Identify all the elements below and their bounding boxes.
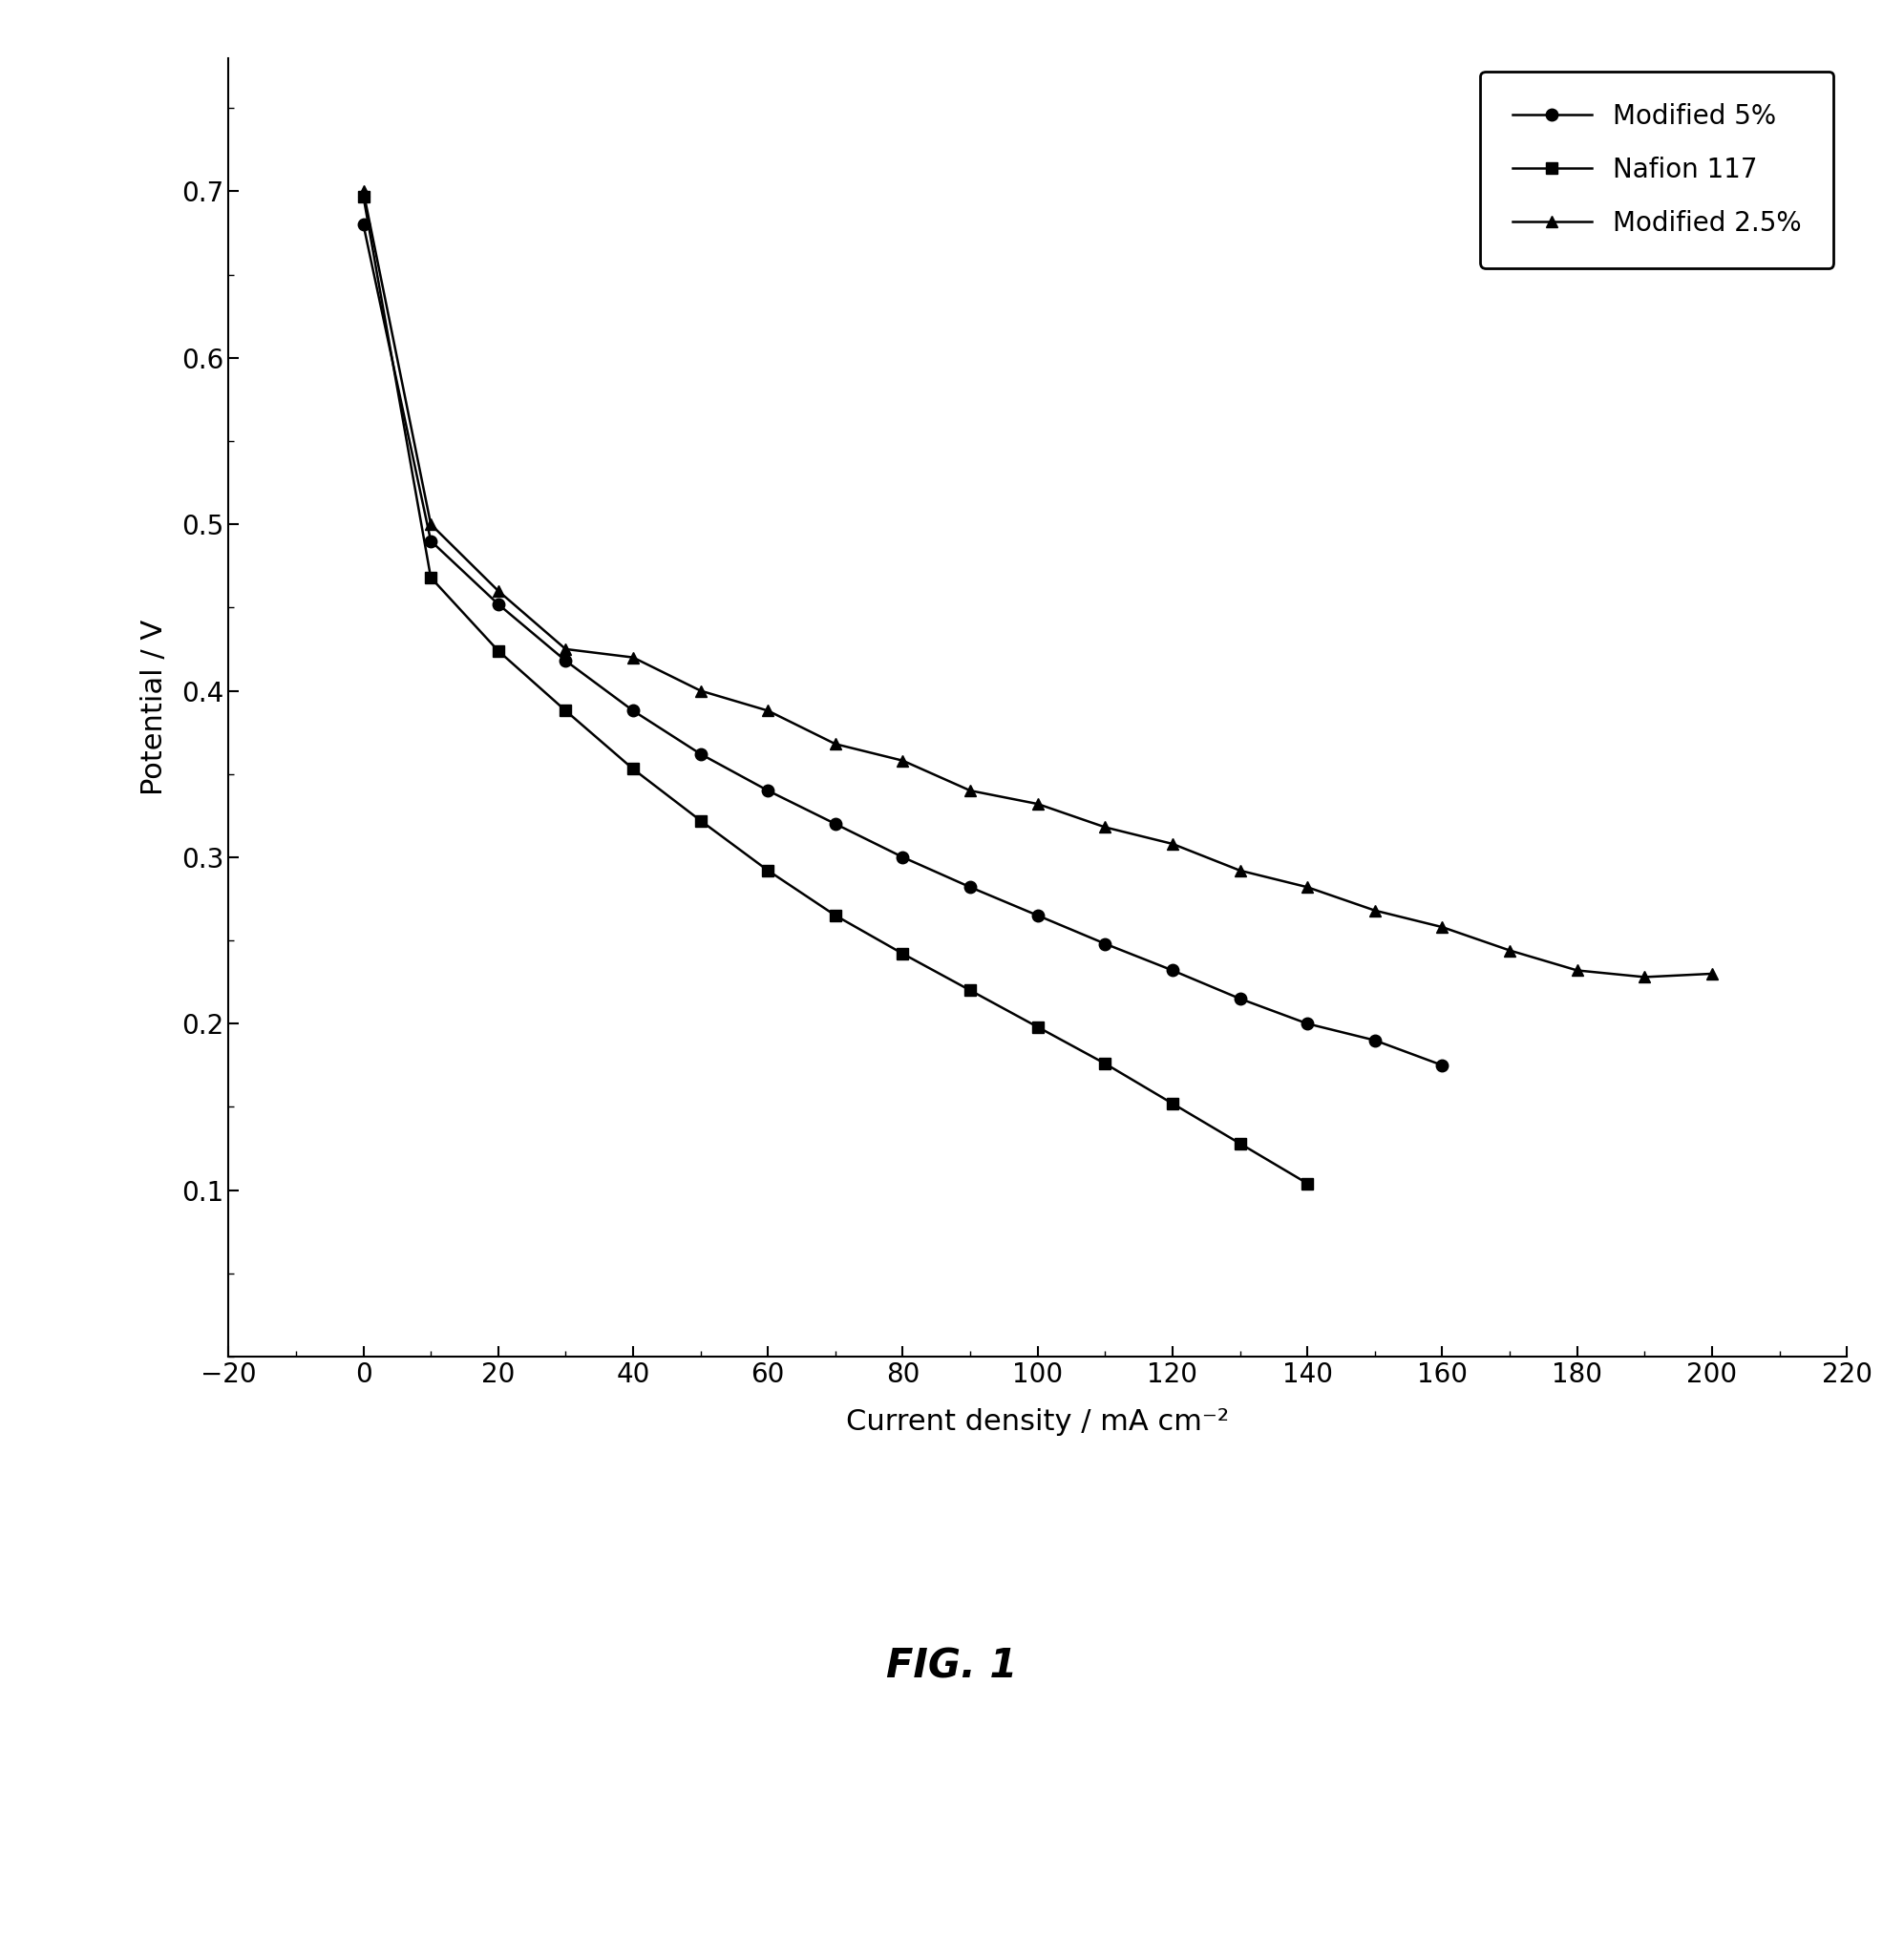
Line: Nafion 117: Nafion 117	[358, 190, 1314, 1190]
Modified 2.5%	[1297, 876, 1319, 899]
Nafion 117	[891, 942, 914, 965]
Line: Modified 2.5%: Modified 2.5%	[358, 186, 1717, 983]
Modified 5%	[689, 742, 712, 766]
Nafion 117	[1228, 1132, 1251, 1155]
Legend: Modified 5%, Nafion 117, Modified 2.5%: Modified 5%, Nafion 117, Modified 2.5%	[1481, 72, 1834, 267]
Nafion 117	[554, 700, 577, 723]
Line: Modified 5%: Modified 5%	[358, 219, 1449, 1072]
Modified 5%	[1228, 986, 1251, 1010]
Text: FIG. 1: FIG. 1	[887, 1647, 1017, 1686]
Nafion 117	[1093, 1052, 1116, 1076]
Nafion 117	[487, 640, 510, 663]
Modified 2.5%	[824, 733, 847, 756]
Modified 2.5%	[419, 514, 442, 537]
Modified 5%	[1297, 1012, 1319, 1035]
Modified 2.5%	[1093, 816, 1116, 839]
Modified 2.5%	[1432, 915, 1455, 938]
Modified 5%	[1026, 903, 1049, 926]
Modified 5%	[1093, 932, 1116, 955]
Y-axis label: Potential / V: Potential / V	[141, 620, 168, 795]
Modified 5%	[1432, 1054, 1455, 1078]
Modified 2.5%	[554, 638, 577, 661]
Modified 5%	[554, 649, 577, 672]
Modified 2.5%	[1026, 793, 1049, 816]
Modified 2.5%	[621, 645, 644, 669]
Nafion 117	[352, 184, 375, 207]
Modified 5%	[1363, 1029, 1386, 1052]
X-axis label: Current density / mA cm⁻²: Current density / mA cm⁻²	[845, 1407, 1230, 1436]
Modified 2.5%	[1565, 959, 1588, 983]
Modified 2.5%	[891, 748, 914, 771]
Modified 5%	[419, 529, 442, 552]
Modified 2.5%	[1161, 831, 1184, 855]
Modified 2.5%	[689, 678, 712, 702]
Modified 5%	[960, 876, 982, 899]
Modified 2.5%	[352, 180, 375, 203]
Modified 2.5%	[1634, 965, 1656, 988]
Modified 5%	[824, 812, 847, 835]
Nafion 117	[1026, 1016, 1049, 1039]
Nafion 117	[1297, 1172, 1319, 1196]
Nafion 117	[689, 808, 712, 831]
Modified 2.5%	[960, 779, 982, 802]
Modified 2.5%	[1498, 938, 1521, 961]
Modified 2.5%	[1700, 961, 1723, 985]
Modified 5%	[891, 845, 914, 868]
Modified 5%	[621, 700, 644, 723]
Nafion 117	[621, 758, 644, 781]
Modified 2.5%	[1363, 899, 1386, 922]
Nafion 117	[960, 979, 982, 1002]
Modified 2.5%	[756, 700, 779, 723]
Modified 5%	[352, 213, 375, 236]
Modified 2.5%	[1228, 859, 1251, 882]
Nafion 117	[824, 903, 847, 926]
Nafion 117	[1161, 1091, 1184, 1114]
Modified 5%	[487, 593, 510, 616]
Nafion 117	[756, 859, 779, 882]
Modified 5%	[1161, 959, 1184, 983]
Modified 2.5%	[487, 579, 510, 603]
Nafion 117	[419, 566, 442, 589]
Modified 5%	[756, 779, 779, 802]
